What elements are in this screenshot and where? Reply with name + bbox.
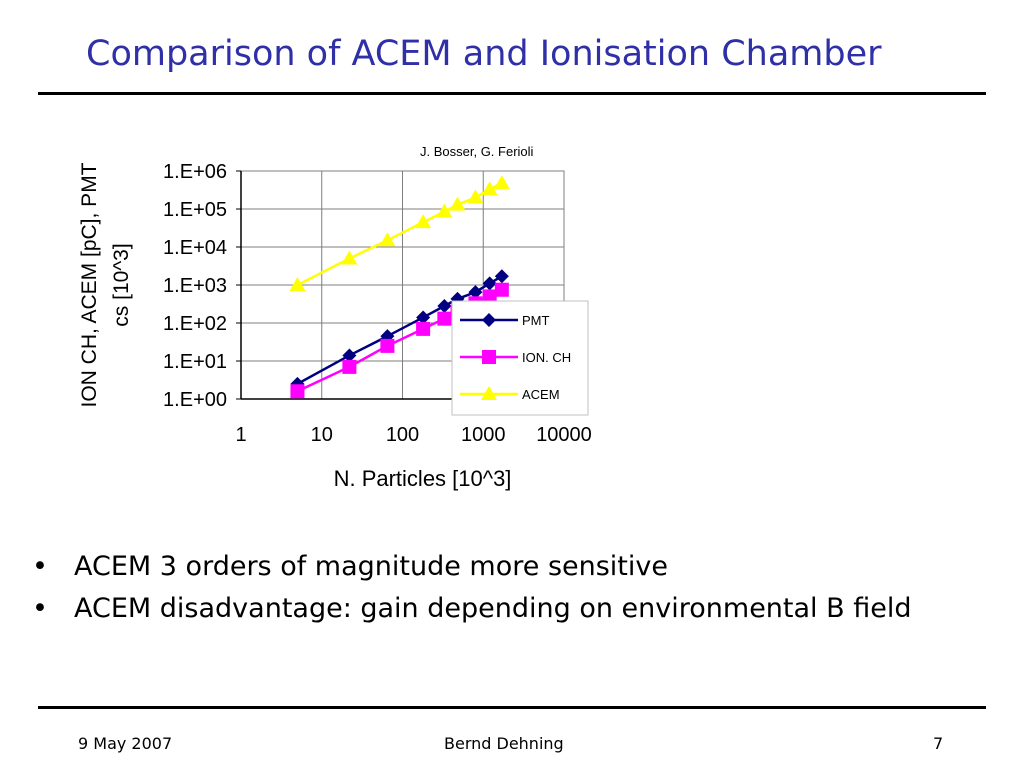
bullet-dot-icon: • (32, 593, 48, 624)
data-point (342, 359, 357, 374)
x-tick-label: 1000 (461, 424, 506, 446)
bullet-text: ACEM disadvantage: gain depending on env… (74, 593, 912, 624)
y-tick-label: 1.E+04 (163, 237, 227, 259)
legend-label: ION. CH (522, 350, 571, 365)
x-tick-label: 1 (235, 424, 246, 446)
bullet-item: • ACEM disadvantage: gain depending on en… (32, 588, 912, 630)
bullet-dot-icon: • (32, 551, 48, 582)
data-point (494, 269, 509, 284)
data-point (416, 321, 431, 336)
bullet-list: • ACEM 3 orders of magnitude more sensiti… (32, 546, 912, 630)
data-point (416, 310, 431, 325)
data-point (482, 276, 497, 291)
title-divider (38, 92, 986, 95)
legend-label: ACEM (522, 387, 560, 402)
data-point (415, 214, 432, 229)
y-axis-label: cs [10^3] (110, 243, 133, 326)
data-point (379, 232, 396, 247)
y-tick-label: 1.E+05 (163, 199, 227, 221)
y-tick-label: 1.E+03 (163, 275, 227, 297)
x-tick-label: 10000 (536, 424, 592, 446)
y-tick-label: 1.E+02 (163, 313, 227, 335)
chart-credit: J. Bosser, G. Ferioli (420, 144, 534, 159)
data-point (468, 285, 483, 300)
data-point (289, 277, 306, 291)
bullet-item: • ACEM 3 orders of magnitude more sensiti… (32, 546, 912, 588)
footer-page-number: 7 (933, 734, 944, 753)
data-point (437, 311, 452, 326)
data-point (290, 384, 305, 399)
data-point (467, 189, 484, 204)
footer-author: Bernd Dehning (444, 734, 564, 753)
legend-marker (482, 350, 496, 364)
y-tick-label: 1.E+06 (163, 161, 227, 183)
chart: 1.E+00 1.E+01 1.E+02 1.E+03 1.E+04 1.E+05 1.E+… (78, 161, 592, 491)
legend-marker (481, 386, 497, 400)
footer-date: 9 May 2007 (78, 734, 173, 753)
data-point (493, 175, 510, 190)
x-axis-label: N. Particles [10^3] (334, 466, 512, 491)
data-point (481, 181, 498, 196)
data-point (449, 196, 466, 211)
data-point (341, 250, 358, 265)
y-tick-label: 1.E+01 (163, 351, 227, 373)
x-tick-label: 10 (311, 424, 333, 446)
legend-label: PMT (522, 313, 550, 328)
slide-title: Comparison of ACEM and Ionisation Chambe… (86, 34, 882, 74)
data-point (494, 282, 509, 297)
legend-marker (482, 313, 496, 327)
data-point (436, 203, 453, 218)
data-point (380, 338, 395, 353)
data-point (482, 289, 497, 304)
footer-divider (38, 706, 986, 709)
data-point (437, 299, 452, 314)
bullet-text: ACEM 3 orders of magnitude more sensitiv… (74, 551, 668, 582)
y-axis-label: ION CH, ACEM [pC], PMT (78, 162, 101, 407)
data-point (342, 348, 357, 363)
y-tick-label: 1.E+00 (163, 389, 227, 411)
x-tick-label: 100 (386, 424, 419, 446)
